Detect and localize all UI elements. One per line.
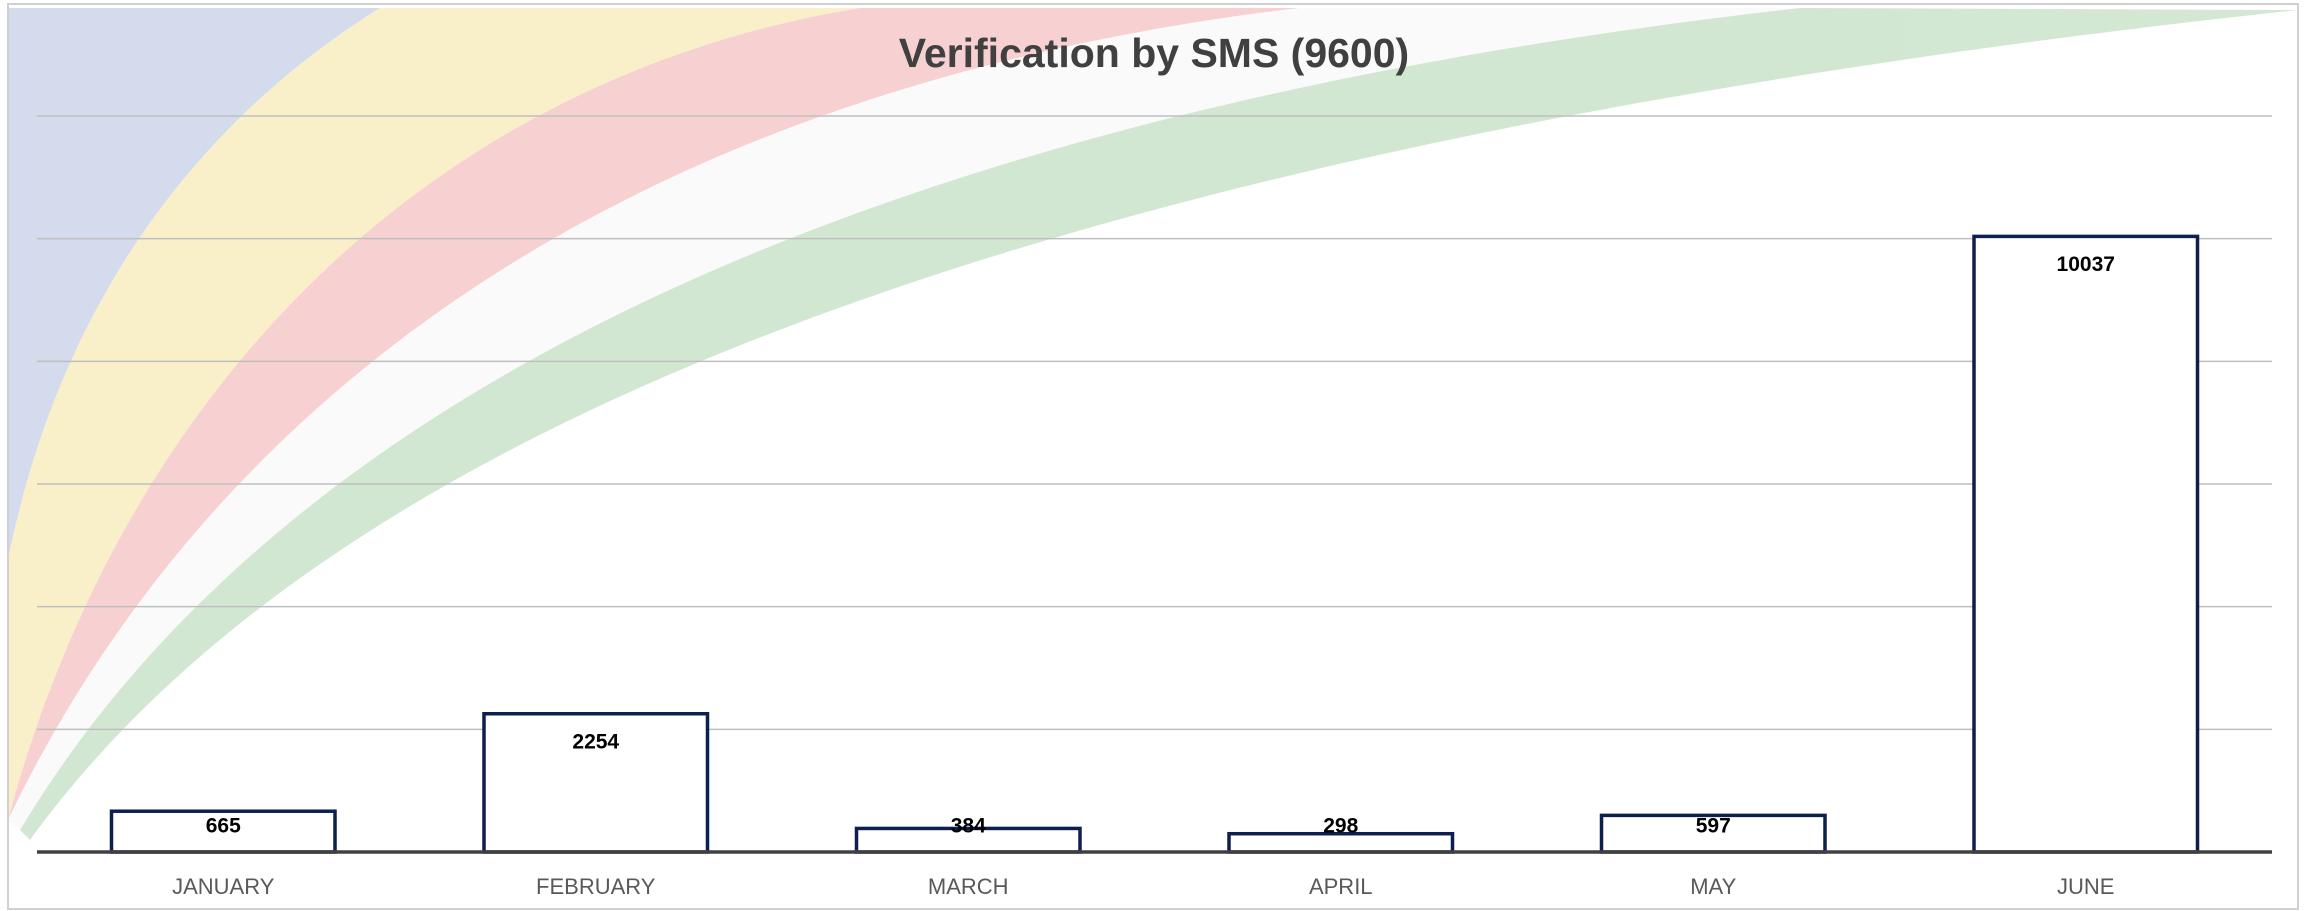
data-label: 2254 (572, 730, 619, 753)
data-label: 665 (206, 815, 241, 838)
bar (1599, 813, 1827, 854)
data-label: 10037 (2057, 253, 2115, 276)
data-label: 384 (951, 815, 986, 838)
x-tick-label: JANUARY (172, 874, 275, 899)
data-label: 597 (1696, 815, 1731, 838)
background-swoosh (8, 8, 2297, 840)
frame (7, 3, 2299, 910)
x-tick-label: APRIL (1309, 874, 1373, 899)
x-tick-label: FEBRUARY (536, 874, 656, 899)
data-label: 298 (1323, 815, 1358, 838)
bar (482, 712, 710, 854)
chart-title: Verification by SMS (9600) (899, 30, 1409, 76)
x-tick-label: JUNE (2057, 874, 2114, 899)
bar (1972, 234, 2200, 854)
x-tick-label: MAY (1690, 874, 1736, 899)
x-tick-label: MARCH (928, 874, 1009, 899)
